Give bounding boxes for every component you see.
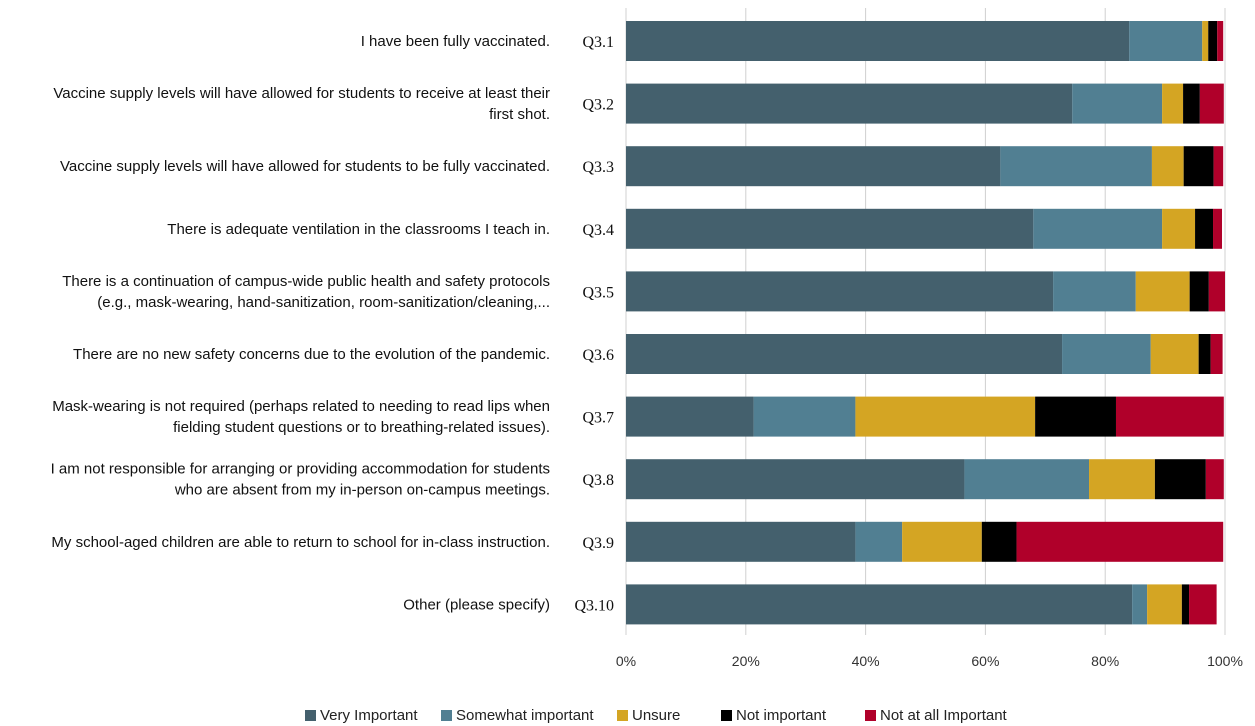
legend-swatch [441, 710, 452, 721]
bar-segment [1151, 146, 1184, 187]
question-label: Vaccine supply levels will have allowed … [53, 85, 550, 102]
bar-segment [626, 146, 1001, 187]
legend-label: Unsure [632, 707, 680, 724]
legend-swatch [617, 710, 628, 721]
bar-segment [964, 459, 1090, 500]
legend-label: Not at all Important [880, 707, 1008, 724]
question-label: Mask-wearing is not required (perhaps re… [52, 398, 550, 415]
bar-segment [1089, 459, 1155, 500]
bar-segment [1210, 334, 1223, 374]
question-label: fielding student questions or to breathi… [173, 419, 550, 436]
question-label: There is a continuation of campus-wide p… [62, 273, 550, 290]
bar-segment [1213, 146, 1224, 187]
question-code: Q3.5 [582, 284, 614, 301]
question-code: Q3.8 [582, 472, 614, 489]
bar-segment [626, 21, 1130, 61]
x-tick-label: 100% [1207, 653, 1243, 669]
bar-segment [626, 584, 1133, 625]
bar-segment [1198, 334, 1211, 374]
bar-segment [1162, 208, 1196, 249]
question-code: Q3.10 [574, 597, 614, 614]
legend-label: Somewhat important [456, 707, 594, 724]
bar-segment [1035, 396, 1116, 437]
bar-segment [1208, 271, 1225, 312]
x-tick-label: 20% [732, 653, 760, 669]
bar-segment [1199, 83, 1224, 124]
x-tick-label: 60% [971, 653, 999, 669]
bar-segment [1062, 334, 1151, 374]
bar-segment [1195, 208, 1214, 249]
bar-segment [626, 83, 1073, 124]
bar-segment [1150, 334, 1199, 374]
bar-segment [626, 396, 754, 437]
question-code: Q3.6 [582, 347, 614, 364]
bar-segment [753, 396, 856, 437]
bar-segment [1154, 459, 1206, 500]
x-tick-label: 0% [616, 653, 636, 669]
bar-segment [1183, 146, 1214, 187]
bar-segment [1189, 271, 1209, 312]
legend-swatch [865, 710, 876, 721]
x-tick-label: 80% [1091, 653, 1119, 669]
question-label: first shot. [489, 106, 550, 123]
question-code: Q3.9 [582, 535, 614, 552]
bar-segment [1072, 83, 1163, 124]
bar-segment [626, 334, 1063, 374]
bar-segment [902, 521, 982, 562]
question-code: Q3.2 [582, 97, 614, 114]
question-label: I have been fully vaccinated. [361, 33, 550, 50]
bar-segment [1208, 21, 1218, 61]
bar-segment [626, 459, 965, 500]
bars [626, 21, 1225, 625]
legend-label: Very Important [320, 707, 418, 724]
question-label: Vaccine supply levels will have allowed … [60, 158, 550, 175]
bar-segment [626, 271, 1054, 312]
x-tick-label: 40% [852, 653, 880, 669]
x-axis-ticks: 0% 20% 40% 60% 80% 100% [616, 653, 1243, 669]
legend-swatch [721, 710, 732, 721]
bar-segment [1189, 584, 1217, 625]
bar-segment [1115, 396, 1224, 437]
bar-segment [1053, 271, 1136, 312]
bar-segment [1016, 521, 1224, 562]
bar-segment [626, 521, 856, 562]
bar-segment [626, 208, 1034, 249]
bar-segment [1202, 21, 1209, 61]
legend-swatch [305, 710, 316, 721]
bar-segment [1183, 83, 1200, 124]
question-label: I am not responsible for arranging or pr… [51, 461, 550, 478]
bar-segment [981, 521, 1017, 562]
question-label: My school-aged children are able to retu… [51, 534, 550, 551]
bar-segment [1129, 21, 1203, 61]
question-code: Q3.1 [582, 34, 614, 51]
bar-segment [1205, 459, 1224, 500]
bar-segment [1147, 584, 1182, 625]
question-code: Q3.7 [582, 410, 614, 427]
question-label: There are no new safety concerns due to … [73, 346, 550, 363]
bar-segment [1213, 208, 1223, 249]
bar-segment [1162, 83, 1184, 124]
bar-segment [1135, 271, 1190, 312]
bar-segment [855, 396, 1036, 437]
bar-segment [1033, 208, 1163, 249]
bar-segment [1217, 21, 1224, 61]
question-label: (e.g., mask-wearing, hand-sanitization, … [97, 294, 550, 311]
bar-segment [1132, 584, 1148, 625]
bar-segment [855, 521, 903, 562]
bar-segment [1000, 146, 1152, 187]
category-labels: Q3.1 I have been fully vaccinated. Q3.2 Vac… [51, 33, 614, 614]
question-label: who are absent from my in-person on-camp… [174, 482, 550, 499]
question-label: Other (please specify) [403, 596, 550, 613]
legend-label: Not important [736, 707, 827, 724]
question-label: There is adequate ventilation in the cla… [167, 221, 550, 238]
question-code: Q3.3 [582, 159, 614, 176]
bar-segment [1181, 584, 1190, 625]
legend: Very Important Somewhat important Unsure No… [305, 707, 1008, 724]
question-code: Q3.4 [582, 222, 614, 239]
